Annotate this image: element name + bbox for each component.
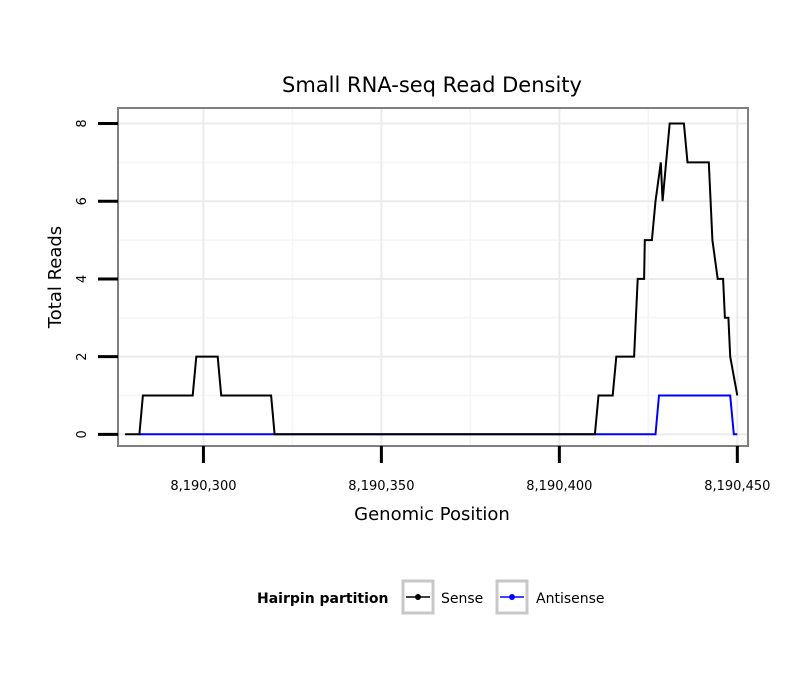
legend-title: Hairpin partition — [257, 591, 388, 607]
legend-dot-sense — [415, 594, 421, 600]
legend-label-antisense: Antisense — [536, 591, 605, 607]
x-axis-title: Genomic Position — [354, 504, 510, 525]
x-tick-label: 8,190,450 — [704, 479, 770, 494]
plot-panel-border — [117, 107, 749, 447]
y-tick-label: 0 — [75, 430, 90, 438]
x-tick-label: 8,190,400 — [526, 479, 592, 494]
legend-dot-antisense — [509, 594, 515, 600]
legend-item-sense: Sense — [401, 579, 483, 615]
x-axis: 8,190,300 8,190,350 8,190,400 8,190,450 — [170, 446, 770, 494]
legend: Hairpin partition Sense Antisense — [257, 579, 605, 615]
y-axis: 0 2 4 6 8 — [75, 119, 118, 438]
chart-title: Small RNA-seq Read Density — [282, 73, 582, 97]
series-line-sense — [125, 122, 739, 436]
y-axis-title: Total Reads — [45, 226, 66, 329]
y-tick-label: 6 — [75, 197, 90, 205]
legend-item-antisense: Antisense — [495, 579, 605, 615]
x-tick-label: 8,190,350 — [348, 479, 414, 494]
y-tick-label: 2 — [75, 352, 90, 360]
x-tick-label: 8,190,300 — [170, 479, 236, 494]
series-lines — [125, 122, 739, 436]
legend-label-sense: Sense — [441, 591, 483, 607]
y-tick-label: 8 — [75, 119, 90, 127]
grid — [118, 108, 748, 446]
y-tick-label: 4 — [75, 275, 90, 283]
